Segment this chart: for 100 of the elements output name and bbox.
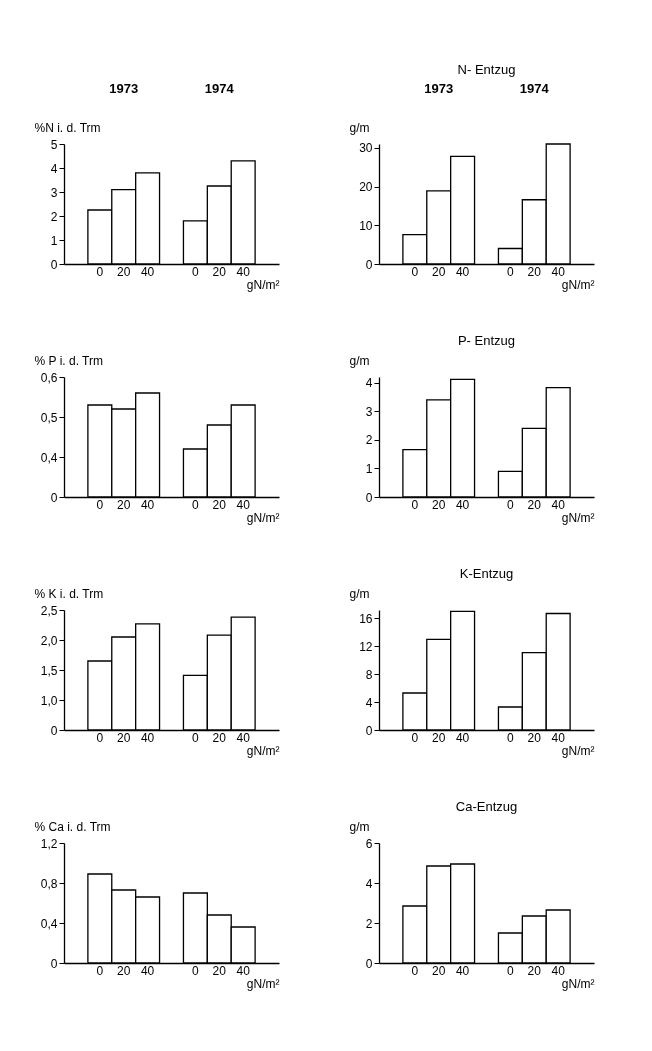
y-axis-title: % Ca i. d. Trm: [34, 819, 111, 834]
x-tick-label: 40: [455, 264, 470, 279]
x-tick-label: 20: [212, 497, 227, 512]
x-tick-label: 20: [527, 264, 542, 279]
y-tick-label: 4: [365, 376, 373, 391]
x-tick-label: 0: [192, 497, 200, 512]
x-tick-label: 20: [212, 264, 227, 279]
y-tick-label: 0,5: [40, 410, 58, 425]
y-tick-label: 30: [359, 141, 373, 156]
x-tick-label: 40: [551, 963, 566, 978]
y-tick-label: 0,4: [40, 916, 58, 931]
text: 1973: [424, 81, 454, 96]
x-tick-label: 40: [140, 730, 155, 745]
y-tick-label: 16: [359, 611, 373, 626]
x-tick-label: 0: [192, 730, 200, 745]
y-tick-label: 3: [50, 185, 58, 200]
x-tick-label: 20: [117, 264, 131, 279]
x-tick-label: 40: [236, 963, 251, 978]
chart-title: K-Entzug: [459, 566, 514, 581]
x-axis-title: gN/m²: [246, 510, 280, 525]
y-tick-label: 0,6: [40, 370, 58, 385]
text: 1973: [109, 81, 139, 96]
x-tick-label: 20: [432, 730, 446, 745]
y-tick-label: 4: [50, 161, 58, 176]
y-tick-label: 4: [365, 695, 373, 710]
x-axis-title: gN/m²: [246, 743, 280, 758]
x-axis-title: gN/m²: [246, 976, 280, 991]
x-tick-label: 20: [527, 963, 542, 978]
chart-title: P- Entzug: [457, 333, 516, 348]
x-tick-label: 40: [236, 264, 251, 279]
x-tick-label: 0: [411, 963, 419, 978]
x-tick-label: 40: [551, 730, 566, 745]
x-tick-label: 20: [117, 497, 131, 512]
x-tick-label: 40: [551, 497, 566, 512]
y-tick-label: 12: [359, 639, 373, 654]
x-axis-title: gN/m²: [246, 277, 280, 292]
chart-title: N- Entzug: [457, 62, 516, 77]
x-tick-label: 20: [117, 963, 131, 978]
x-tick-label: 0: [507, 264, 515, 279]
x-tick-label: 0: [96, 264, 104, 279]
x-tick-label: 40: [140, 264, 155, 279]
x-axis-title: gN/m²: [561, 277, 595, 292]
y-tick-label: 20: [359, 180, 373, 195]
x-tick-label: 20: [432, 264, 446, 279]
x-tick-label: 0: [507, 497, 515, 512]
x-tick-label: 0: [411, 730, 419, 745]
y-tick-label: 1: [365, 461, 373, 476]
x-tick-label: 40: [455, 497, 470, 512]
y-tick-label: 2,5: [40, 603, 58, 618]
x-tick-label: 0: [411, 264, 419, 279]
y-tick-label: 5: [50, 137, 58, 152]
x-tick-label: 40: [455, 730, 470, 745]
y-tick-label: 1,0: [40, 693, 58, 708]
x-tick-label: 40: [236, 730, 251, 745]
text: 1974: [204, 81, 235, 96]
y-tick-label: 2: [50, 209, 58, 224]
x-tick-label: 20: [212, 730, 227, 745]
y-tick-label: 1,5: [40, 663, 58, 678]
x-tick-label: 0: [192, 963, 200, 978]
y-axis-title: g/m: [349, 819, 370, 834]
y-axis-title: g/m: [349, 120, 370, 135]
x-tick-label: 0: [96, 963, 104, 978]
x-tick-label: 40: [140, 497, 155, 512]
x-tick-label: 0: [507, 730, 515, 745]
x-tick-label: 0: [192, 264, 200, 279]
y-tick-label: 0,4: [40, 450, 58, 465]
x-tick-label: 40: [551, 264, 566, 279]
x-axis-title: gN/m²: [561, 510, 595, 525]
x-tick-label: 0: [96, 730, 104, 745]
y-tick-label: 2: [365, 916, 373, 931]
y-tick-label: 1,2: [40, 836, 58, 851]
x-tick-label: 20: [117, 730, 131, 745]
y-tick-label: 6: [365, 836, 373, 851]
y-axis-title: % P i. d. Trm: [34, 353, 103, 368]
y-tick-label: 2,0: [40, 633, 58, 648]
x-axis-title: gN/m²: [561, 743, 595, 758]
y-axis-title: g/m: [349, 586, 370, 601]
x-tick-label: 40: [236, 497, 251, 512]
y-axis-title: g/m: [349, 353, 370, 368]
x-tick-label: 40: [455, 963, 470, 978]
x-tick-label: 0: [96, 497, 104, 512]
x-tick-label: 0: [411, 497, 419, 512]
x-tick-label: 20: [212, 963, 227, 978]
x-tick-label: 20: [432, 497, 446, 512]
y-tick-label: 3: [365, 404, 373, 419]
x-tick-label: 20: [527, 730, 542, 745]
x-tick-label: 20: [527, 497, 542, 512]
y-tick-label: 0,8: [40, 876, 58, 891]
y-tick-label: 10: [359, 218, 373, 233]
text: 1974: [519, 81, 550, 96]
y-tick-label: 2: [365, 433, 373, 448]
y-axis-title: %N i. d. Trm: [34, 120, 101, 135]
x-tick-label: 40: [140, 963, 155, 978]
y-tick-label: 1: [50, 233, 58, 248]
x-tick-label: 0: [507, 963, 515, 978]
chart-title: Ca-Entzug: [455, 799, 518, 814]
x-tick-label: 20: [432, 963, 446, 978]
y-tick-label: 8: [365, 667, 373, 682]
y-tick-label: 4: [365, 876, 373, 891]
y-axis-title: % K i. d. Trm: [34, 586, 104, 601]
